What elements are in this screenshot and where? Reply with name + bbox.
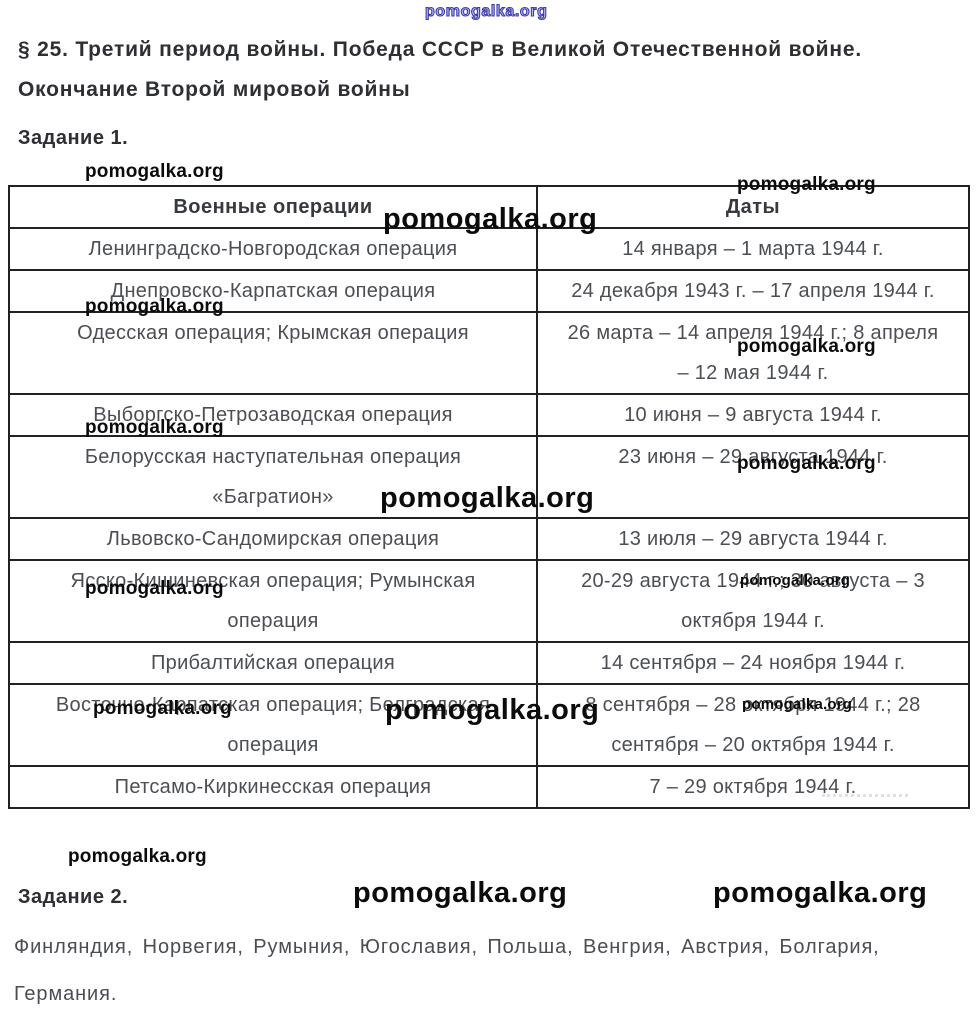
column-header-dates: Даты [536, 185, 970, 229]
operation-cell: Одесская операция; Крымская операция [8, 311, 538, 395]
dates-text: 14 сентября – 24 ноября 1944 г. [600, 652, 906, 674]
dates-cell: 14 января – 1 марта 1944 г. [536, 227, 970, 271]
watermark-pomogalka: pomogalka.org [68, 846, 207, 867]
operation-text: Выборгско-Петрозаводская операция [93, 404, 453, 426]
task1-label: Задание 1. [18, 127, 129, 149]
task2-answer-line1: Финляндия, Норвегия, Румыния, Югославия,… [14, 936, 880, 958]
watermark-pomogalka-outline: pomogalka.org [424, 2, 548, 20]
dates-cell: 14 сентября – 24 ноября 1944 г. [536, 641, 970, 685]
table-row: Петсамо-Киркинесская операция 7 – 29 окт… [8, 765, 970, 809]
table-row: Белорусская наступательная операция «Баг… [8, 435, 970, 519]
dates-text: октября 1944 г. [681, 610, 825, 632]
dates-cell: 8 сентября – 28 октября 1944 г.; 28 сент… [536, 683, 970, 767]
dates-cell: 13 июля – 29 августа 1944 г. [536, 517, 970, 561]
operation-cell: Ясско-Кишиневская операция; Румынская оп… [8, 559, 538, 643]
table-row: Ясско-Кишиневская операция; Румынская оп… [8, 559, 970, 643]
table-row: Ленинградско-Новгородская операция 14 ян… [8, 227, 970, 271]
dates-text: 13 июля – 29 августа 1944 г. [618, 528, 888, 550]
dates-cell: 26 марта – 14 апреля 1944 г.; 8 апреля –… [536, 311, 970, 395]
operation-cell: Львовско-Сандомирская операция [8, 517, 538, 561]
dates-text: 7 – 29 октября 1944 г. [649, 776, 857, 798]
operation-cell: Восточно-Карпатская операция; Белградска… [8, 683, 538, 767]
dates-text: 26 марта – 14 апреля 1944 г.; 8 апреля [567, 322, 939, 344]
dates-cell: 10 июня – 9 августа 1944 г. [536, 393, 970, 437]
operation-text: Львовско-Сандомирская операция [106, 528, 440, 550]
dates-text: – 12 мая 1944 г. [677, 362, 829, 384]
dates-text: 14 января – 1 марта 1944 г. [622, 238, 884, 260]
operation-text: Днепровско-Карпатская операция [110, 280, 436, 302]
operation-text: Белорусская наступательная операция [84, 446, 462, 468]
operation-cell: Днепровско-Карпатская операция [8, 269, 538, 313]
operation-cell: Прибалтийская операция [8, 641, 538, 685]
dates-text: 10 июня – 9 августа 1944 г. [624, 404, 882, 426]
dates-cell: 7 – 29 октября 1944 г. [536, 765, 970, 809]
page-title: § 25. Третий период войны. Победа СССР в… [18, 30, 963, 110]
watermark-pomogalka: pomogalka.org [353, 877, 568, 909]
table-header-row: Военные операции Даты [8, 185, 970, 229]
operation-text: операция [227, 734, 319, 756]
dates-text: 23 июня – 29 августа 1944 г. [618, 446, 888, 468]
column-header-operations: Военные операции [8, 185, 538, 229]
task2-answer-line2: Германия. [14, 983, 118, 1005]
table-row: Одесская операция; Крымская операция 26 … [8, 311, 970, 395]
task2-answer: Финляндия, Норвегия, Румыния, Югославия,… [14, 924, 964, 1018]
dates-text: 20-29 августа 1944 г.; 30 августа – 3 [581, 570, 925, 592]
table-row: Прибалтийская операция 14 сентября – 24 … [8, 641, 970, 685]
operation-text: операция [227, 610, 319, 632]
dates-cell: 23 июня – 29 августа 1944 г. [536, 435, 970, 519]
page-title-line2: Окончание Второй мировой войны [18, 78, 411, 101]
operation-text: Прибалтийская операция [150, 652, 396, 674]
dates-cell: 24 декабря 1943 г. – 17 апреля 1944 г. [536, 269, 970, 313]
operation-cell: Белорусская наступательная операция «Баг… [8, 435, 538, 519]
task2-label: Задание 2. [18, 886, 129, 908]
watermark-pomogalka: pomogalka.org [85, 161, 224, 182]
dates-cell: 20-29 августа 1944 г.; 30 августа – 3 ок… [536, 559, 970, 643]
table-row: Днепровско-Карпатская операция 24 декабр… [8, 269, 970, 313]
dates-text: сентября – 20 октября 1944 г. [611, 734, 895, 756]
table-row: Выборгско-Петрозаводская операция 10 июн… [8, 393, 970, 437]
operation-text: Петсамо-Киркинесская операция [114, 776, 432, 798]
operation-cell: Ленинградско-Новгородская операция [8, 227, 538, 271]
operation-text: «Багратион» [212, 486, 334, 508]
watermark-pomogalka: pomogalka.org [713, 877, 928, 909]
table-row: Львовско-Сандомирская операция 13 июля –… [8, 517, 970, 561]
operation-cell: Петсамо-Киркинесская операция [8, 765, 538, 809]
operation-cell: Выборгско-Петрозаводская операция [8, 393, 538, 437]
operation-text: Ясско-Кишиневская операция; Румынская [70, 570, 476, 592]
dates-text: 8 сентября – 28 октября 1944 г.; 28 [585, 694, 921, 716]
page-title-line1: § 25. Третий период войны. Победа СССР в… [18, 38, 862, 61]
operations-table: Военные операции Даты Ленинградско-Новго… [8, 185, 970, 809]
operation-text: Ленинградско-Новгородская операция [88, 238, 458, 260]
operation-text: Восточно-Карпатская операция; Белградска… [55, 694, 491, 716]
table-row: Восточно-Карпатская операция; Белградска… [8, 683, 970, 767]
dates-text: 24 декабря 1943 г. – 17 апреля 1944 г. [571, 280, 935, 302]
operation-text: Одесская операция; Крымская операция [77, 322, 469, 344]
scan-artifact [822, 794, 908, 801]
